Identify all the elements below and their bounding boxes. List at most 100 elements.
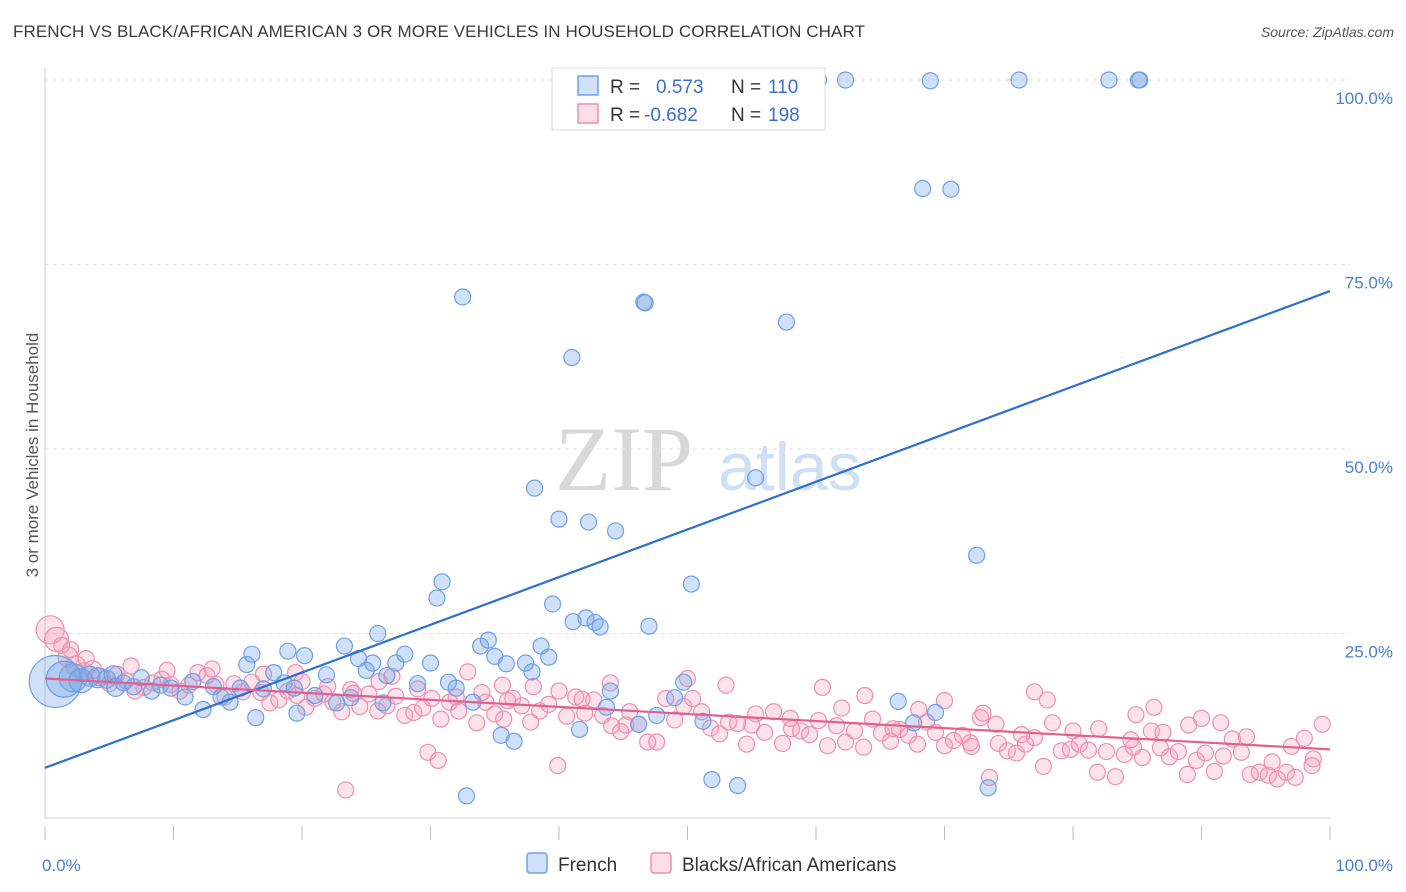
point-blacks [1043,714,1062,732]
point-blacks [1178,765,1196,784]
trend-lines [44,290,1331,769]
point-blacks [333,703,351,721]
point-french [635,293,653,311]
point-blacks [1180,716,1198,734]
point-blacks [153,670,171,688]
point-blacks [405,703,423,722]
point-blacks [800,726,819,744]
point-blacks [1097,742,1116,761]
y-axis-label: 3 or more Vehicles in Household [23,333,42,578]
point-blacks [567,688,585,706]
legend-label-french: French [558,855,617,876]
point-blacks [1259,766,1277,784]
point-blacks [1303,757,1321,775]
watermark-zip: ZIP [555,408,693,510]
legend-label-blacks: Blacks/African Americans [682,855,896,876]
point-blacks [684,689,702,708]
point-blacks [337,781,355,799]
point-blacks [845,722,864,740]
point-french [540,648,558,666]
point-blacks [77,649,95,668]
point-blacks [493,676,512,694]
point-blacks [468,714,486,732]
point-french [968,546,986,564]
y-tick-label: 75.0% [1345,274,1393,293]
point-french [640,617,658,635]
point-blacks [1145,698,1163,716]
point-blacks [827,717,846,735]
series-legend: French Blacks/African Americans [526,852,896,876]
point-blacks [429,751,447,770]
point-blacks [1313,715,1331,733]
point-blacks [1106,768,1125,786]
point-blacks [495,710,513,728]
y-tick-label: 50.0% [1345,458,1393,477]
point-french [694,712,712,730]
x-tick-label: 100.0% [1335,856,1393,875]
point-french [550,510,568,528]
point-french [597,698,616,716]
point-french [914,179,932,198]
point-french [563,348,581,367]
point-french [176,688,194,706]
point-blacks [1061,740,1080,758]
point-blacks [1277,763,1295,781]
point-blacks [755,723,774,741]
legend-n-label-french: N = [731,77,761,98]
point-blacks [711,725,729,743]
watermark-atlas: atlas [718,429,862,505]
point-blacks [743,716,761,734]
point-blacks [432,710,450,728]
point-french [374,694,392,712]
chart-source: Source: ZipAtlas.com [1260,24,1394,40]
point-blacks [1034,757,1053,775]
point-french [921,72,939,90]
point-french [523,663,541,681]
point-french [428,589,446,607]
point-blacks [203,660,221,678]
point-french [525,479,544,497]
point-blacks [450,702,468,720]
point-french [433,573,451,591]
point-french [335,637,354,655]
point-french [606,522,625,540]
point-blacks [648,733,666,751]
legend-swatch-french [577,75,599,96]
point-blacks [549,757,567,775]
y-tick-label: 100.0% [1335,89,1393,108]
x-tick-label: 0.0% [42,856,81,875]
point-french [577,609,595,627]
point-french [836,71,855,89]
legend-swatch-french-bottom [526,852,548,874]
legend-r-label-french: R = [610,77,640,98]
point-blacks [729,714,747,733]
point-french [247,709,265,727]
point-french [243,645,261,663]
point-blacks [899,726,918,744]
point-blacks [1133,748,1151,767]
axes [44,68,1331,840]
point-blacks [53,636,71,654]
point-french [238,655,256,674]
point-blacks [881,732,900,750]
legend-n-value-french: 110 [768,77,798,98]
series-blacks-points [35,615,1331,799]
point-french [675,673,693,691]
point-french [364,654,382,672]
y-tick-label: 25.0% [1345,643,1393,662]
point-french [682,575,700,593]
point-french [579,513,598,531]
point-blacks [524,678,542,696]
point-french [747,469,765,487]
point-blacks [884,720,902,738]
point-blacks [573,690,591,708]
point-blacks [1088,763,1107,781]
point-blacks [486,705,504,723]
point-blacks [603,717,621,735]
point-blacks [908,735,927,753]
point-blacks [666,711,684,729]
point-french [516,654,535,672]
chart-title: FRENCH VS BLACK/AFRICAN AMERICAN 3 OR MO… [13,22,866,41]
point-french [457,787,476,805]
